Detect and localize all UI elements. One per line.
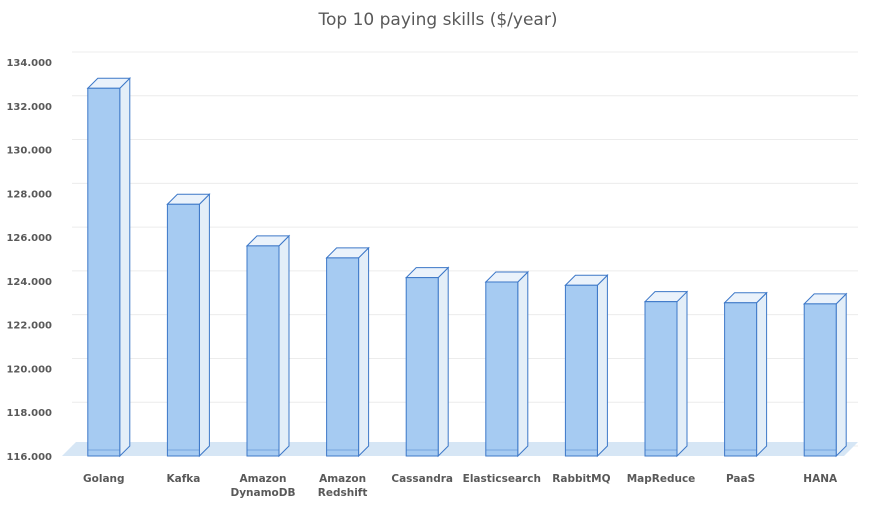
- bar-front-face: [246, 245, 280, 457]
- bar-side-face: [358, 246, 370, 458]
- bars: [86, 77, 848, 458]
- y-tick-label: 134.000: [6, 58, 52, 69]
- bar: [564, 274, 609, 458]
- bar-front-face: [803, 303, 837, 457]
- x-tick-label: PaaS: [726, 473, 755, 485]
- x-tick-label-line: HANA: [803, 473, 838, 485]
- y-tick-label: 118.000: [6, 408, 52, 419]
- bar-side-face: [437, 266, 449, 458]
- x-tick-label-line: DynamoDB: [231, 487, 296, 499]
- bar-front-face: [724, 302, 758, 457]
- bar-front-face: [564, 284, 598, 457]
- bar-side-face: [835, 292, 847, 458]
- x-tick-label-line: MapReduce: [627, 473, 696, 485]
- bar-side-face: [596, 274, 608, 458]
- bar-side-face: [756, 291, 768, 458]
- bar-front-face: [326, 257, 360, 457]
- bar: [325, 246, 370, 458]
- x-tick-label-line: Cassandra: [391, 473, 453, 485]
- y-axis: 116.000 118.000 120.000 122.000 124.000 126.0…: [6, 58, 52, 463]
- y-tick-label: 122.000: [6, 321, 52, 332]
- bar-side-face: [676, 290, 688, 458]
- x-axis: Golang Kafka Amazon DynamoDB Amazon Redshift C…: [83, 473, 838, 499]
- x-tick-label: Amazon DynamoDB: [231, 473, 296, 499]
- chart-title: Top 10 paying skills ($/year): [318, 10, 558, 30]
- x-tick-label: HANA: [803, 473, 838, 485]
- bar: [404, 266, 450, 458]
- x-tick-label-line: Amazon: [319, 473, 366, 485]
- bar-side-face: [278, 234, 290, 458]
- bar-front-face: [485, 281, 519, 457]
- bar-side-face: [517, 270, 529, 458]
- y-tick-label: 130.000: [6, 146, 52, 157]
- bar-side-face: [119, 77, 131, 458]
- y-tick-label: 126.000: [6, 233, 52, 244]
- bar: [245, 234, 291, 458]
- x-tick-label-line: Golang: [83, 473, 125, 485]
- x-tick-label: RabbitMQ: [552, 473, 610, 485]
- y-tick-label: 124.000: [6, 277, 52, 288]
- y-tick-label: 120.000: [6, 364, 52, 375]
- x-tick-label-line: Amazon: [240, 473, 287, 485]
- bar-front-face: [166, 203, 200, 457]
- bar: [86, 77, 132, 458]
- x-tick-label-line: Elasticsearch: [463, 473, 541, 485]
- bar: [166, 193, 211, 458]
- bar-front-face: [405, 277, 439, 457]
- x-tick-label-line: Kafka: [166, 473, 200, 485]
- x-tick-label: Elasticsearch: [463, 473, 541, 485]
- x-tick-label: Kafka: [166, 473, 200, 485]
- x-tick-label: Golang: [83, 473, 125, 485]
- bar: [723, 291, 768, 458]
- bar: [484, 270, 530, 458]
- x-tick-label-line: PaaS: [726, 473, 755, 485]
- bar-front-face: [644, 301, 678, 457]
- x-tick-label-line: Redshift: [318, 487, 368, 499]
- bar-side-face: [198, 193, 210, 458]
- bar: [643, 290, 689, 458]
- x-tick-label: MapReduce: [627, 473, 696, 485]
- x-tick-label: Amazon Redshift: [318, 473, 368, 499]
- y-tick-label: 116.000: [6, 452, 52, 463]
- bar: [802, 292, 848, 458]
- x-tick-label-line: RabbitMQ: [552, 473, 610, 485]
- x-tick-label: Cassandra: [391, 473, 453, 485]
- bar-front-face: [87, 87, 121, 457]
- y-tick-label: 132.000: [6, 102, 52, 113]
- y-tick-label: 128.000: [6, 189, 52, 200]
